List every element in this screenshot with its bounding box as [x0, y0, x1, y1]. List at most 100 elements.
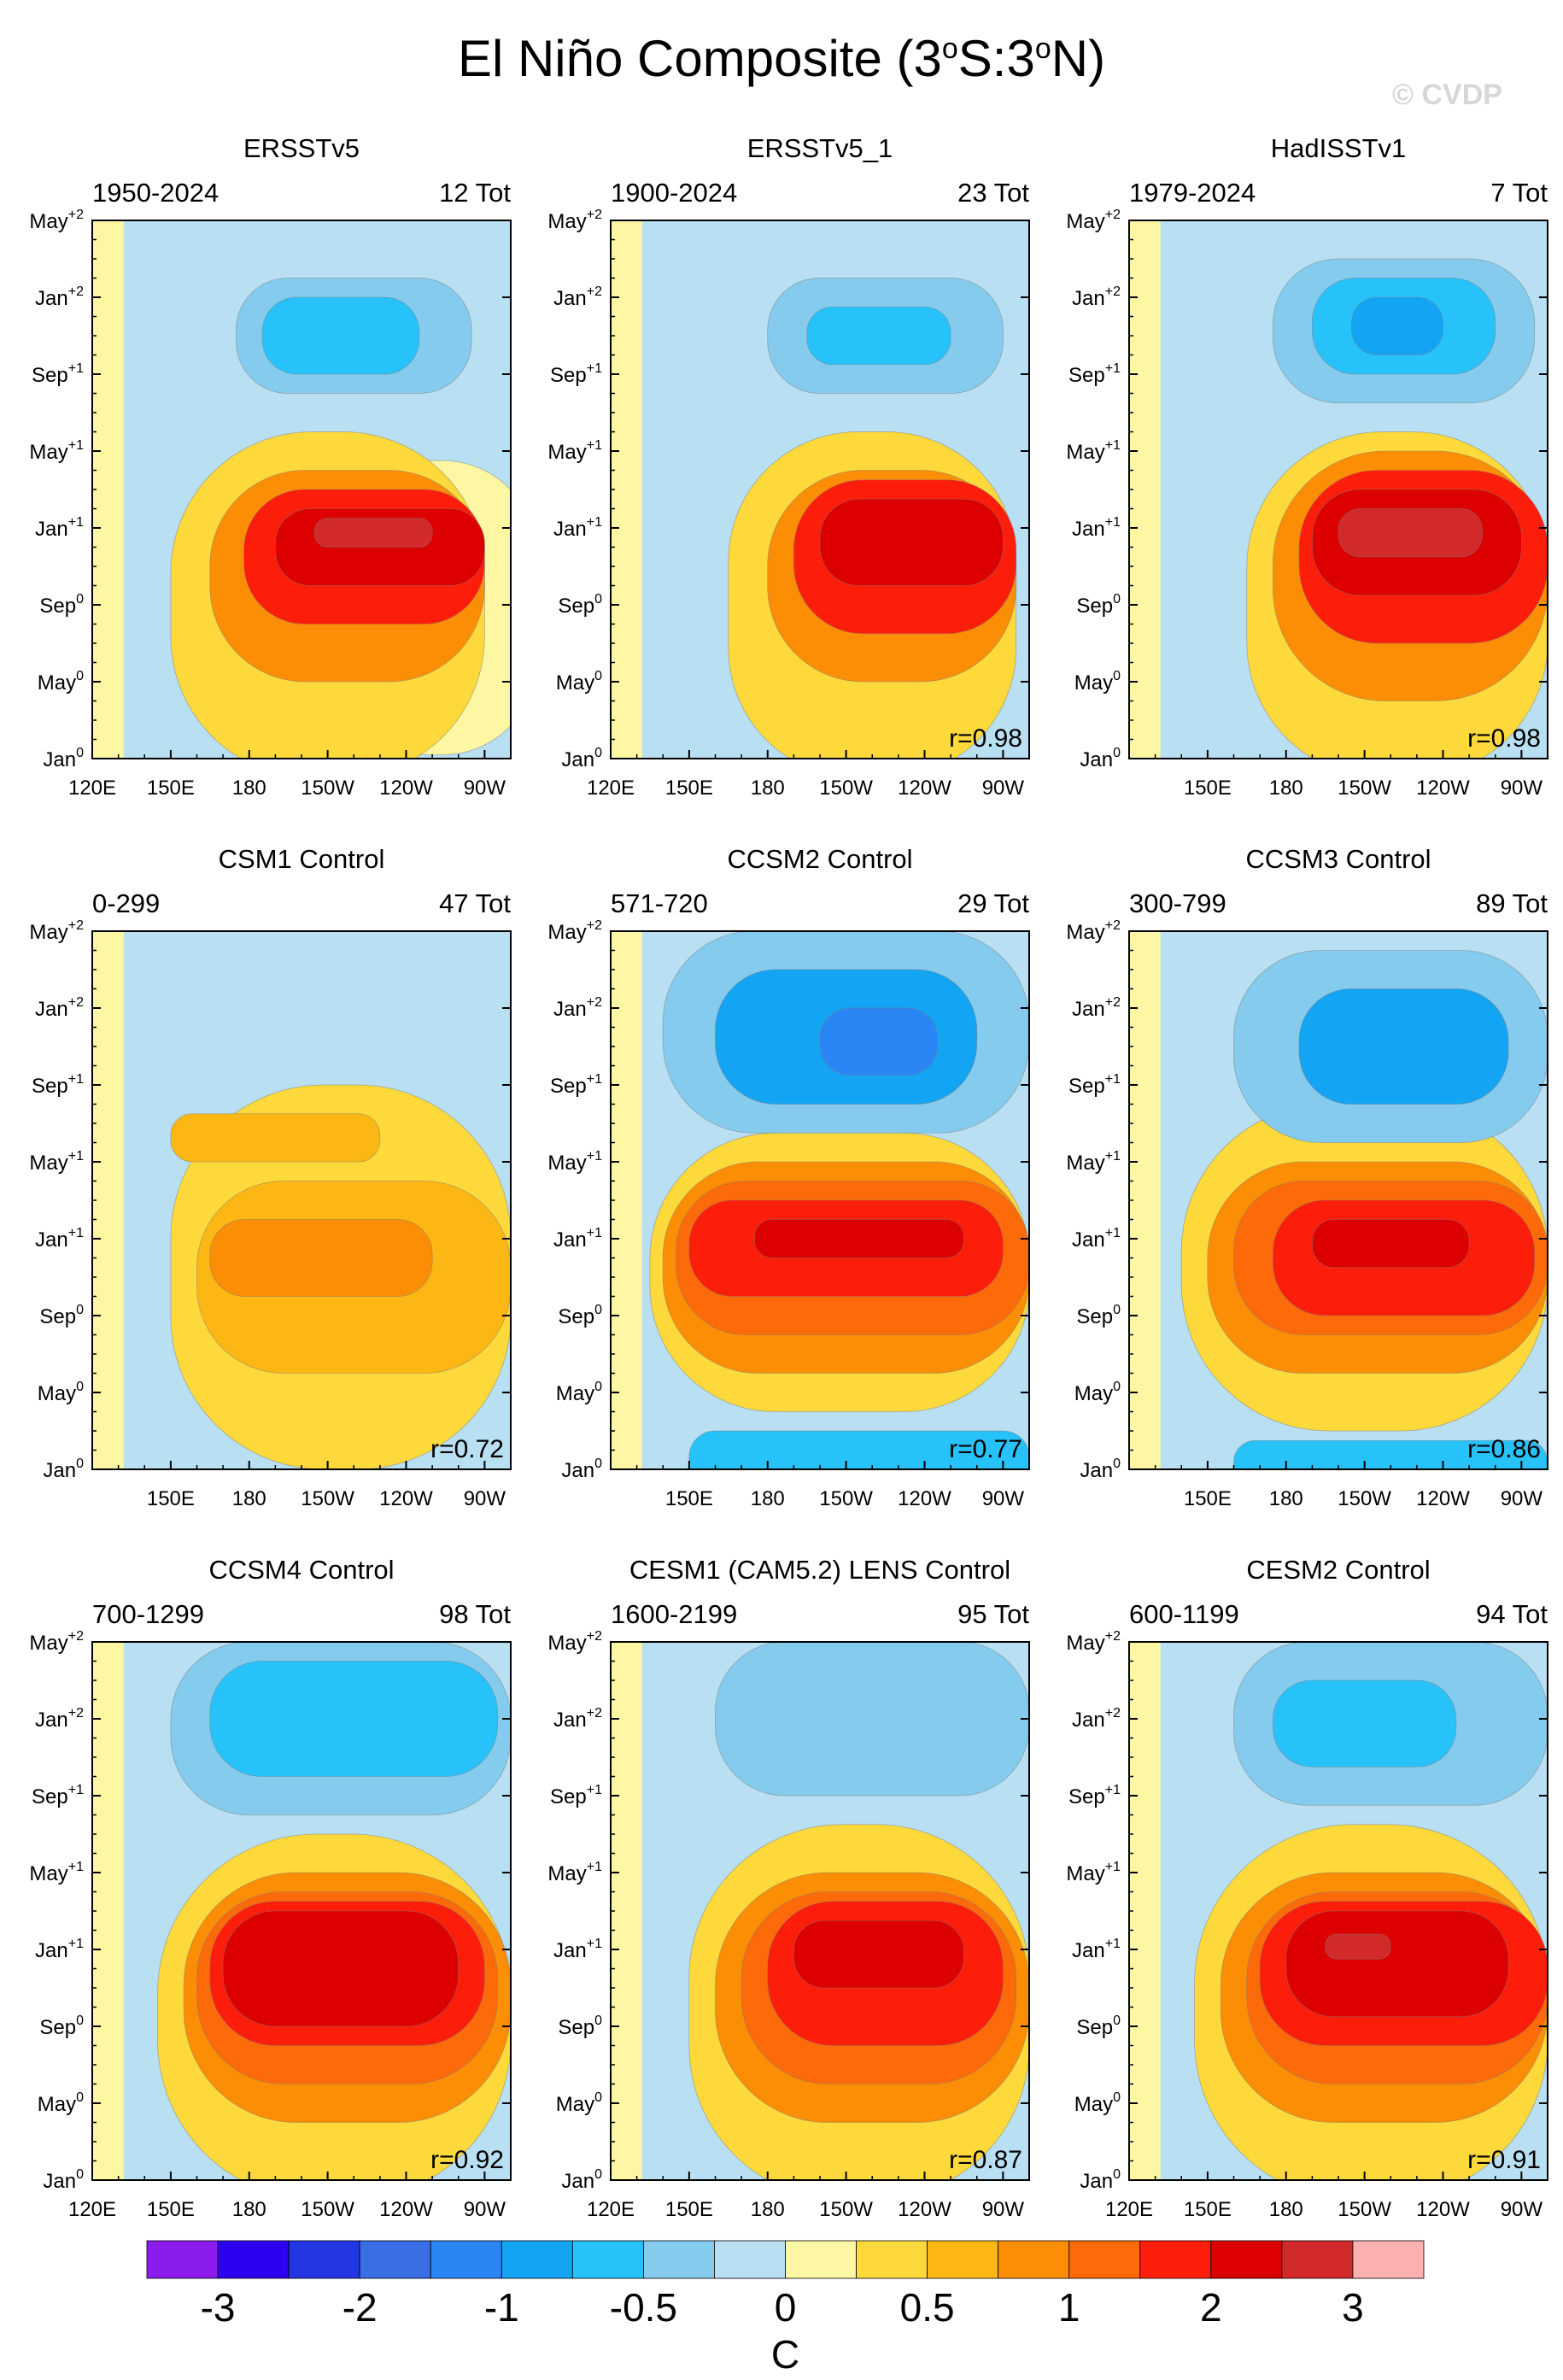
contour-cool — [715, 1642, 1029, 1797]
west-neutral-band — [611, 220, 642, 759]
y-tick-month: May — [547, 210, 586, 233]
x-tick-label: 180 — [1269, 2198, 1303, 2221]
y-tick-year: +1 — [68, 1226, 84, 1240]
colorbar-swatch — [1281, 2240, 1354, 2279]
y-tick-month: Jan — [35, 287, 68, 310]
panel-title: ERSSTv5 — [243, 133, 360, 163]
contour-cool — [688, 1430, 1029, 1469]
y-tick-month: Sep — [39, 595, 76, 618]
x-tick-label: 150E — [665, 2198, 713, 2221]
colorbar-swatch — [714, 2240, 786, 2279]
y-tick-label: May0 — [556, 669, 602, 695]
y-tick-label: May+2 — [547, 918, 602, 944]
y-tick-year: +1 — [1105, 1149, 1121, 1164]
y-tick-label: Jan0 — [1080, 2167, 1121, 2193]
y-tick-month: Sep — [558, 2016, 594, 2039]
y-tick-year: +2 — [1105, 918, 1121, 933]
colorbar-tick-label: -0.5 — [610, 2285, 677, 2330]
panel-plot: Jan0May0Sep0Jan+1May+1Sep+1Jan+2May+2150… — [547, 918, 1030, 1510]
y-tick-year: +1 — [1105, 1072, 1121, 1087]
y-tick-month: May — [556, 671, 594, 695]
y-tick-year: 0 — [76, 2090, 84, 2105]
y-tick-label: Jan+2 — [35, 995, 84, 1021]
y-tick-year: +2 — [587, 918, 602, 933]
y-tick-label: May0 — [556, 2090, 602, 2116]
y-tick-label: Sep0 — [1076, 1303, 1121, 1328]
y-tick-label: May+1 — [547, 1860, 602, 1885]
y-tick-year: +2 — [587, 284, 602, 299]
colorbar-swatch — [856, 2240, 928, 2279]
west-neutral-band — [1129, 931, 1161, 1469]
correlation-label: r=0.87 — [949, 2146, 1022, 2174]
y-tick-year: 0 — [76, 2167, 84, 2182]
y-tick-year: 0 — [1113, 1457, 1121, 1471]
y-tick-label: Sep0 — [39, 2014, 84, 2039]
y-tick-label: May0 — [38, 669, 84, 695]
colorbar-swatch — [217, 2240, 290, 2279]
degree-mark-2: o — [1034, 32, 1051, 65]
y-tick-year: +2 — [68, 284, 84, 299]
x-tick-label: 120E — [587, 2198, 635, 2221]
y-tick-label: Sep0 — [558, 2014, 602, 2039]
colorbar-tick-label: 0 — [775, 2285, 797, 2330]
y-tick-year: +1 — [68, 1937, 84, 1951]
contour-core — [313, 518, 433, 548]
y-tick-month: May — [29, 921, 67, 944]
y-tick-label: Jan+2 — [35, 1706, 84, 1732]
panel-period: 600-1199 — [1129, 1599, 1239, 1629]
y-tick-month: May — [1074, 1382, 1113, 1405]
y-tick-label: Sep0 — [558, 592, 602, 618]
y-tick-label: Jan0 — [561, 2167, 602, 2193]
y-tick-month: Jan — [561, 2170, 594, 2193]
y-tick-year: +2 — [587, 208, 602, 222]
y-tick-label: Sep+1 — [32, 361, 84, 387]
y-tick-year: 0 — [594, 1303, 602, 1317]
y-tick-month: Jan — [553, 998, 587, 1021]
degree-mark-1: o — [941, 32, 958, 65]
west-neutral-band — [611, 931, 642, 1469]
colorbar-tick-label: 1 — [1058, 2285, 1080, 2330]
contour-core — [1311, 1219, 1470, 1269]
y-tick-label: May+1 — [1066, 1149, 1121, 1175]
x-tick-label: 150W — [819, 2198, 873, 2221]
x-tick-label: 120E — [587, 777, 635, 800]
figure-title-lat: S:3 — [957, 30, 1035, 87]
x-tick-label: 150W — [819, 1487, 873, 1510]
y-tick-year: +1 — [1105, 438, 1121, 453]
y-tick-month: Jan — [35, 518, 68, 541]
y-tick-month: Jan — [1072, 287, 1105, 310]
figure-title-end: N) — [1051, 30, 1106, 87]
heatmap-field — [92, 220, 511, 759]
y-tick-label: May+2 — [29, 208, 84, 233]
panel-period: 1600-2199 — [611, 1599, 738, 1629]
x-tick-label: 150E — [665, 777, 713, 800]
y-tick-year: +1 — [587, 361, 602, 376]
y-tick-year: +1 — [68, 1072, 84, 1087]
y-tick-month: Sep — [1076, 1305, 1113, 1328]
heatmap-field — [1129, 1642, 1548, 2180]
y-tick-year: 0 — [594, 1380, 602, 1394]
y-tick-label: Jan+2 — [35, 284, 84, 310]
heatmap-field — [611, 1642, 1029, 2180]
heatmap-field — [611, 931, 1029, 1469]
y-tick-year: 0 — [594, 1457, 602, 1471]
panel-title: CCSM3 Control — [1245, 844, 1431, 874]
colorbar-swatch — [571, 2240, 644, 2279]
west-neutral-band — [611, 1642, 642, 2180]
y-tick-month: Jan — [1072, 1709, 1105, 1732]
contour-cool — [1350, 296, 1443, 355]
y-tick-label: Jan+2 — [553, 1706, 602, 1732]
y-tick-label: May+2 — [1066, 918, 1121, 944]
correlation-label: r=0.98 — [1467, 724, 1541, 753]
y-tick-label: Sep0 — [1076, 592, 1121, 618]
y-tick-month: May — [1066, 210, 1104, 233]
figure-title-text: El Niño Composite (3 — [457, 30, 942, 87]
y-tick-year: +2 — [68, 1629, 84, 1644]
y-tick-year: 0 — [1113, 2014, 1121, 2028]
y-tick-month: May — [547, 1152, 586, 1175]
y-tick-month: May — [29, 1152, 67, 1175]
y-tick-year: 0 — [1113, 1303, 1121, 1317]
y-tick-year: +2 — [1105, 1706, 1121, 1721]
contour-core — [222, 1910, 460, 2027]
panel-period: 1950-2024 — [92, 178, 220, 208]
